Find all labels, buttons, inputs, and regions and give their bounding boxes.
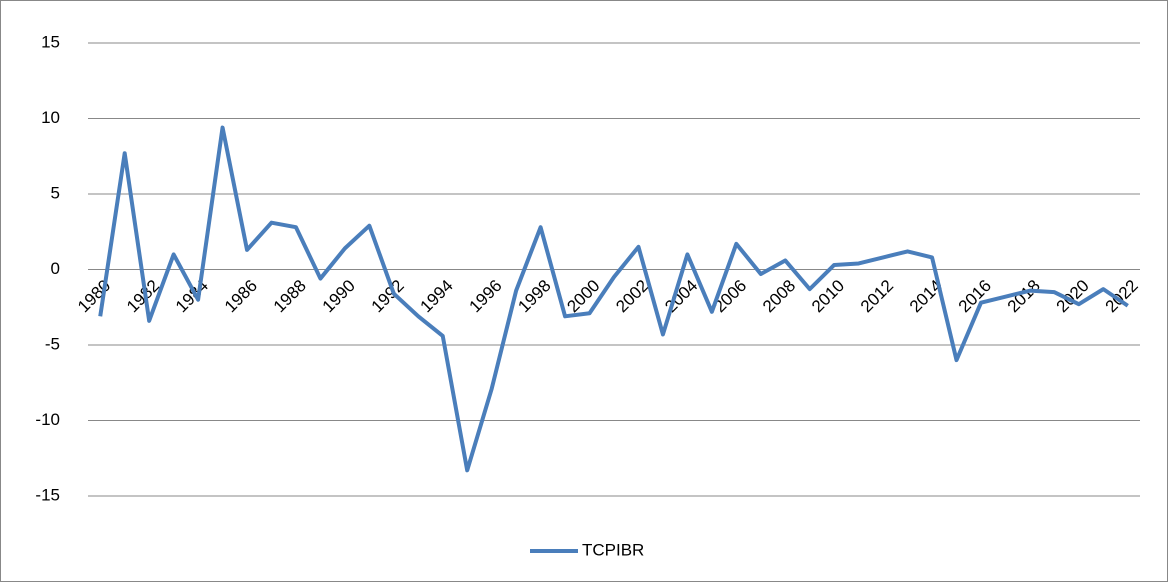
data-line [98,125,1129,473]
y-tick-label: 5 [51,183,60,202]
y-tick-label: 10 [41,108,60,127]
y-tick-label: -5 [45,334,60,353]
legend-label: TCPIBR [582,540,644,559]
y-tick-label: 0 [51,259,60,278]
y-tick-label: -15 [35,485,60,504]
y-tick-label: -10 [35,410,60,429]
y-tick-label: 15 [41,32,60,51]
